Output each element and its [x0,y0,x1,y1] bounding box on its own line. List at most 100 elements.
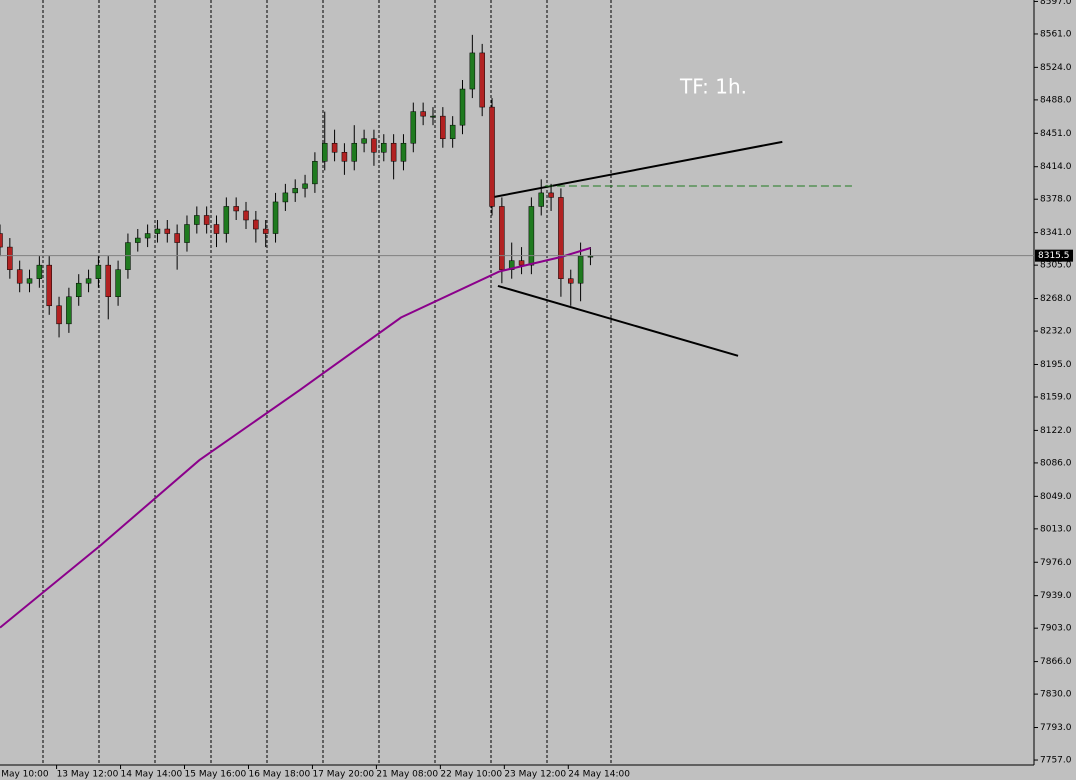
candle-body [16,269,23,284]
candle-body [568,278,574,284]
y-tick-label: 8488.0 [1040,95,1072,105]
candle-body [115,269,121,298]
candle-body [203,215,210,225]
y-tick-label: 8232.0 [1040,327,1072,337]
y-tick-label: 8597.0 [1040,0,1072,7]
y-tick-label: 8122.0 [1040,426,1072,436]
y-tick-label: 8086.0 [1040,458,1072,468]
candle-body [548,192,554,198]
candle-body [518,260,525,266]
candle-body [56,305,62,325]
candle-body [331,142,338,153]
candle-body [420,111,426,117]
y-tick-label: 7866.0 [1040,657,1072,667]
candle-body [46,264,52,307]
candle-body [430,115,436,118]
day-separators [42,0,612,765]
y-tick-label: 8305.0 [1040,261,1072,271]
candle-body [272,201,279,234]
candle-body [449,124,456,139]
y-tick-label: 7939.0 [1040,591,1072,601]
candle-body [292,188,298,194]
trend-line [497,284,739,357]
candle-body [410,111,417,144]
x-tick-label: 24 May 14:00 [568,770,630,780]
x-tick-label: 14 May 14:00 [121,770,183,780]
candle-body [489,106,495,207]
candle-body [95,264,102,279]
y-tick-label: 8524.0 [1040,63,1072,73]
candle-body [528,206,535,266]
candle-body [351,142,358,162]
candle-body [243,210,249,221]
candle-body [66,296,72,325]
y-tick-label: 8049.0 [1040,492,1072,502]
candle-body [0,233,3,248]
y-tick-label: 8268.0 [1040,294,1072,304]
last-price-box [1035,249,1073,262]
candle-body [184,224,190,243]
candle-body [154,228,161,234]
candle-body [262,228,269,234]
candle-body [85,278,92,284]
candle-body [390,142,397,162]
trend-line [494,140,783,198]
candle-body [381,142,387,153]
candle-body [26,278,33,284]
candle-body [479,52,485,108]
candle-body [469,52,476,90]
x-tick-label: 15 May 16:00 [185,770,247,780]
candle-body [194,215,200,225]
candle-body [164,228,171,234]
candle-body [105,264,111,298]
x-tick-label: 13 May 12:00 [57,770,119,780]
candle-body [587,255,594,258]
y-tick-label: 7976.0 [1040,558,1072,568]
candle-body [577,255,584,284]
y-tick-label: 7793.0 [1040,723,1072,733]
candle-body [36,264,43,279]
timeframe-annotation: TF: 1h. [679,75,747,99]
y-tick-label: 8341.0 [1040,228,1072,238]
candle-body [371,138,377,153]
candle-body [282,192,289,203]
candle-body [558,197,564,279]
candle-body [144,233,151,239]
y-tick-label: 7757.0 [1040,756,1072,766]
candle-body [321,142,328,162]
y-tick-label: 8378.0 [1040,195,1072,205]
candle-body [361,138,367,144]
candle-body [223,206,230,234]
y-tick-label: 8159.0 [1040,392,1072,402]
y-tick-label: 8195.0 [1040,360,1072,370]
last-price-label: 8315.5 [1038,251,1070,261]
candle-body [7,246,13,270]
y-tick-label: 7903.0 [1040,624,1072,634]
candle-body [312,161,318,185]
candle-body [459,88,466,126]
candle-body [440,115,446,139]
candle-body [499,206,505,270]
y-tick-label: 7830.0 [1040,690,1072,700]
x-tick-label: 21 May 08:00 [376,770,438,780]
candle-body [538,192,544,207]
candle-body [508,260,515,270]
candle-body [213,224,220,234]
candle-body [302,183,308,189]
y-tick-label: 8414.0 [1040,162,1072,172]
candle-body [135,237,141,243]
candle-body [400,142,407,162]
candle-body [341,152,348,162]
y-tick-label: 8561.0 [1040,29,1072,39]
candle-body [253,219,259,230]
candle-body [75,282,82,298]
x-tick-label: 22 May 10:00 [440,770,502,780]
x-tick-label: 0 May 10:00 [0,770,49,780]
moving-average [0,247,591,629]
candle-body [174,233,180,243]
y-tick-label: 8451.0 [1040,129,1072,139]
candle-body [233,206,239,212]
y-tick-label: 8013.0 [1040,524,1072,534]
